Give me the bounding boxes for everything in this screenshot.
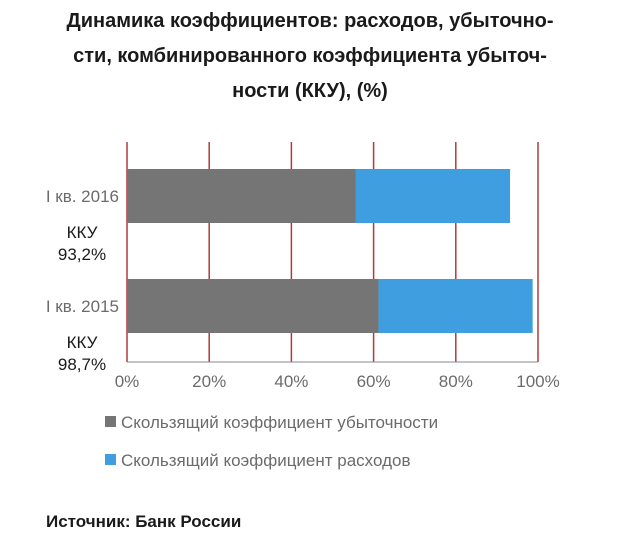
axis: 0% 20% 40% 60% 80% 100% I кв. 2016 ККУ 93,2% I кв…	[46, 187, 560, 391]
chart-title-line: Динамика коэффициентов: расходов, убыточ…	[66, 10, 554, 32]
legend-swatch	[105, 416, 116, 427]
x-tick-label: 20%	[192, 372, 226, 391]
legend: Скользящий коэффициент убыточности Скольз…	[105, 413, 438, 470]
ccr-note: ККУ	[67, 223, 98, 242]
bar-segment-loss-ratio	[127, 169, 356, 223]
ccr-note: 98,7%	[58, 355, 106, 374]
x-tick-label: 40%	[274, 372, 308, 391]
x-tick-label: 0%	[115, 372, 140, 391]
x-tick-label: 100%	[516, 372, 559, 391]
legend-label: Скользящий коэффициент расходов	[121, 451, 410, 470]
chart-title-line: сти, комбинированного коэффициента убыто…	[73, 45, 547, 67]
ccr-note: ККУ	[67, 333, 98, 352]
chart-title-line: ности (ККУ), (%)	[232, 80, 388, 102]
legend-swatch	[105, 454, 116, 465]
category-label: I кв. 2016	[46, 187, 119, 206]
bar-segment-loss-ratio	[127, 279, 379, 333]
ccr-note: 93,2%	[58, 245, 106, 264]
source-note: Источник: Банк России	[46, 512, 242, 531]
bar-segment-expense-ratio	[355, 169, 511, 223]
legend-label: Скользящий коэффициент убыточности	[121, 413, 438, 432]
bars	[127, 169, 533, 333]
category-label: I кв. 2015	[46, 297, 119, 316]
x-tick-label: 60%	[357, 372, 391, 391]
x-tick-label: 80%	[439, 372, 473, 391]
chart-title: Динамика коэффициентов: расходов, убыточ…	[0, 4, 620, 109]
bar-segment-expense-ratio	[378, 279, 533, 333]
